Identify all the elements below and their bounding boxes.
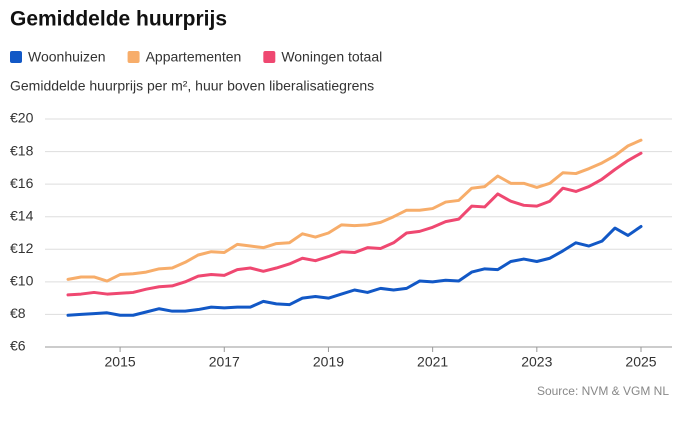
legend-label: Woningen totaal — [281, 49, 382, 65]
series-line — [66, 224, 643, 317]
y-tick-label: €14 — [10, 207, 34, 223]
x-tick-label: 2017 — [209, 354, 240, 370]
y-tick-label: €12 — [10, 240, 34, 256]
source: Source: NVM & VGM NL — [537, 384, 669, 398]
legend-swatch — [127, 51, 140, 63]
y-tick-label: €18 — [10, 142, 34, 158]
chart-subtitle: Gemiddelde huurprijs per m², huur boven … — [10, 78, 374, 94]
y-tick-label: €20 — [10, 110, 34, 126]
series-line — [66, 138, 643, 283]
x-tick-label: 2023 — [521, 354, 552, 370]
y-tick-label: €8 — [10, 305, 26, 321]
legend-swatch — [10, 51, 22, 63]
y-tick-label: €16 — [10, 175, 34, 191]
legend-label: Woonhuizen — [28, 49, 106, 65]
x-tick-label: 2025 — [625, 354, 656, 370]
series-line — [66, 151, 643, 297]
x-tick-label: 2019 — [313, 354, 344, 370]
chart-title: Gemiddelde huurprijs — [10, 8, 227, 31]
x-tick-label: 2021 — [417, 354, 448, 370]
y-tick-label: €6 — [10, 338, 26, 354]
legend-label: Appartementen — [146, 49, 242, 65]
y-tick-label: €10 — [10, 273, 34, 289]
legend: Woonhuizen Appartementen Woningen totaal — [10, 49, 382, 65]
x-tick-label: 2015 — [105, 354, 136, 370]
legend-swatch — [263, 51, 276, 63]
